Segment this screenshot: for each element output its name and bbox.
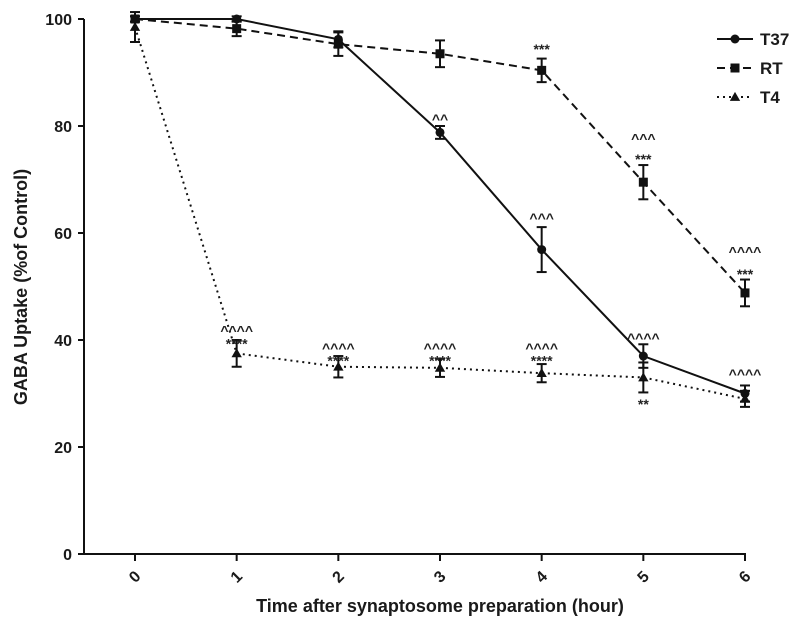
data-point [740,288,750,298]
axes-layer [83,19,746,555]
annotations-layer: ^^^^**** ^^^^****^^^^****^^^^****^^^^**^^… [220,41,761,412]
significance-annotation: ^^^^ [322,340,355,356]
x-tick-label: 4 [533,568,551,586]
legend: T37 RT T4 [717,30,789,107]
data-point [638,372,649,382]
significance-annotation: *** [635,151,652,167]
x-tick-label: 5 [635,568,653,586]
y-tick-label: 100 [45,12,72,29]
significance-annotation: ^^^ [529,210,554,226]
data-point [434,362,446,372]
data-point [333,39,343,49]
significance-annotation: ^^^^ [525,340,558,356]
y-tick-label: 0 [63,547,72,564]
legend-item-t4: T4 [717,88,780,107]
data-point [435,127,445,137]
x-axis-title: Time after synaptosome preparation (hour… [256,596,624,616]
significance-annotation: ^^^^ [220,322,253,338]
data-point [739,393,751,403]
x-tick-label: 2 [330,568,348,586]
x-tick-label: 6 [736,568,754,586]
significance-annotation: ^^^^ [627,330,660,346]
series-t4 [129,11,751,408]
y-tick-label: 80 [54,119,72,136]
legend-label: T37 [760,30,789,49]
series-layer [129,11,751,408]
significance-annotation: ^^^^ [729,366,762,382]
data-point [537,245,547,255]
y-tick-label: 60 [54,226,72,243]
data-point [333,361,344,371]
significance-annotation: *** [737,266,754,282]
significance-annotation: *** [533,41,550,57]
legend-item-rt: RT [717,59,783,78]
significance-annotation: **** [226,336,248,352]
series-rt [130,14,750,308]
significance-annotation: ^^ [432,111,448,127]
legend-label: T4 [760,88,780,107]
significance-annotation: ^^^^ [424,340,457,356]
significance-annotation: ^^^ [631,130,656,146]
y-tick-label: 40 [54,333,72,350]
significance-annotation: **** [327,352,349,368]
legend-marker [730,63,740,73]
data-point [638,177,648,187]
y-axis-title: GABA Uptake (%of Control) [11,169,31,405]
data-point [537,65,547,75]
x-tick-label: 0 [126,568,144,586]
legend-label: RT [760,59,783,78]
significance-annotation: **** [429,352,451,368]
data-point [232,24,242,34]
ticks-layer: 0 20 40 60 80 100 0 1 2 3 4 5 6 [45,12,754,587]
significance-annotation: **** [531,352,553,368]
significance-annotation: ** [638,396,649,412]
x-tick-label: 1 [228,568,246,586]
legend-item-t37: T37 [717,30,789,49]
data-point [435,49,445,59]
y-tick-label: 20 [54,440,72,457]
data-point [536,367,547,378]
data-point [638,351,648,361]
significance-annotation: ^^^^ [729,244,762,260]
legend-marker [729,91,741,101]
x-tick-label: 3 [431,568,449,586]
data-point [231,348,242,358]
data-point [129,21,141,31]
legend-marker [730,34,740,44]
